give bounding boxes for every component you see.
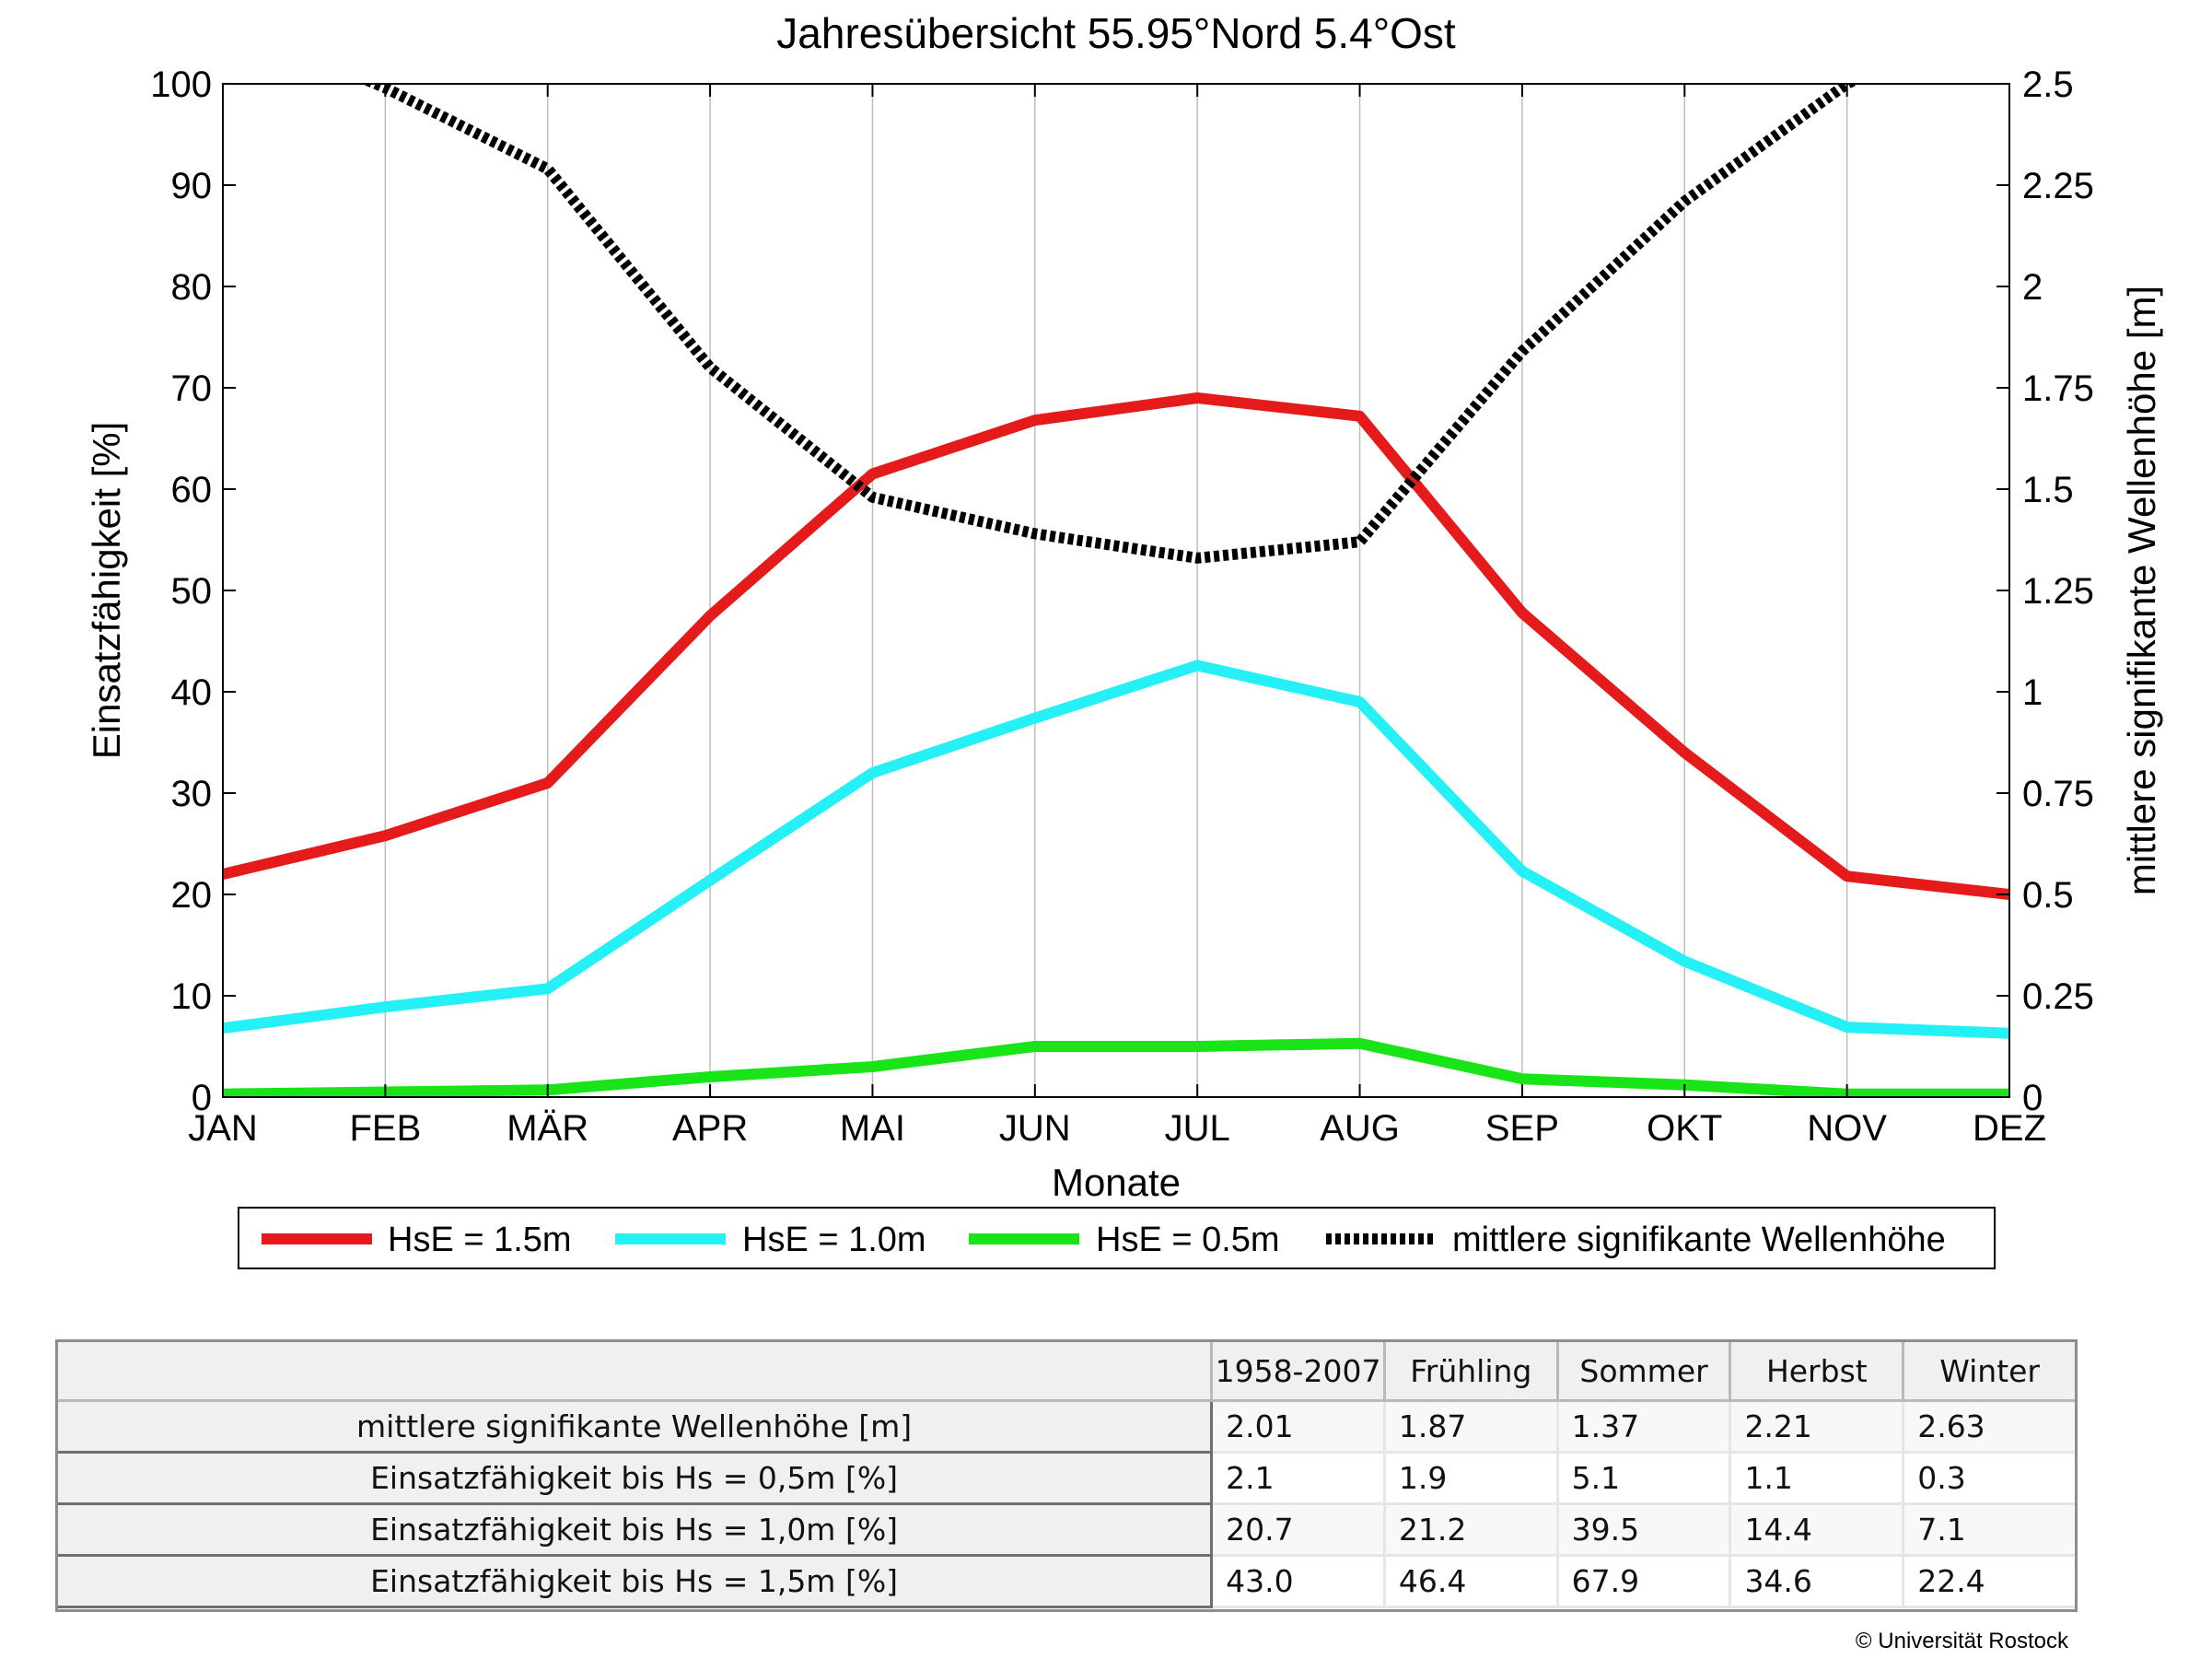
table-row-label: mittlere signifikante Wellenhöhe [m] (54, 1399, 1214, 1454)
x-tick-label: APR (672, 1108, 748, 1149)
legend-label-hse-15: HsE = 1.5m (388, 1221, 572, 1259)
y-tick-label: 30 (171, 774, 213, 814)
legend: HsE = 1.5m HsE = 1.0m HsE = 0.5m mittler… (238, 1207, 1996, 1269)
y-tick-label: 90 (171, 166, 213, 206)
table-header-row: 1958-2007 Frühling Sommer Herbst Winter (54, 1339, 2078, 1402)
y-tick-label: 40 (171, 672, 213, 713)
x-tick-label: JUL (1165, 1108, 1230, 1149)
table-cell: 1.87 (1382, 1399, 1559, 1454)
table-cell: 2.21 (1729, 1399, 1905, 1454)
y2-tick-label: 0.25 (2022, 976, 2094, 1017)
axis-ticks: JAN FEB MÄR APR MAI JUN JUL AUG SEP OKT NOV DEZ0102… (150, 64, 2094, 1149)
series-line-0 (223, 392, 2009, 900)
series-lines (223, 84, 2009, 1097)
legend-label-hse-05: HsE = 0.5m (1096, 1221, 1280, 1259)
y-tick-label: 50 (171, 571, 213, 612)
chart-title: Jahresübersicht 55.95°Nord 5.4°Ost (776, 9, 1456, 57)
y-tick-label: 70 (171, 368, 213, 409)
table-cell: 7.1 (1902, 1502, 2078, 1557)
series-line-1 (223, 660, 2009, 1039)
table-row-label: Einsatzfähigkeit bis Hs = 1,0m [%] (54, 1502, 1214, 1557)
y2-tick-label: 0.75 (2022, 774, 2094, 814)
table-cell: 43.0 (1210, 1554, 1386, 1608)
y-tick-label: 80 (171, 267, 213, 308)
table-row: Einsatzfähigkeit bis Hs = 1,5m [%] 43.0 … (54, 1554, 2078, 1608)
table-cell: 21.2 (1382, 1502, 1559, 1557)
y-tick-label: 20 (171, 875, 213, 916)
y2-tick-label: 1.75 (2022, 368, 2094, 409)
table-cell: 1.37 (1555, 1399, 1732, 1454)
y-tick-label: 100 (150, 64, 212, 105)
table-cell: 67.9 (1555, 1554, 1732, 1608)
legend-label-hse-10: HsE = 1.0m (742, 1221, 926, 1259)
y2-tick-label: 1 (2022, 672, 2043, 713)
table-cell: 34.6 (1729, 1554, 1905, 1608)
table-row-label: Einsatzfähigkeit bis Hs = 0,5m [%] (54, 1451, 1214, 1505)
table-column-header: 1958-2007 (1210, 1339, 1386, 1402)
y2-tick-label: 0 (2022, 1078, 2043, 1118)
y2-axis-label: mittlere signifikante Wellenhöhe [m] (2120, 286, 2163, 895)
y2-tick-label: 0.5 (2022, 875, 2074, 916)
y2-tick-label: 2.25 (2022, 166, 2094, 206)
table-cell: 1.1 (1729, 1451, 1905, 1505)
table-row: Einsatzfähigkeit bis Hs = 1,0m [%] 20.7 … (54, 1502, 2078, 1557)
table-cell: 2.63 (1902, 1399, 2078, 1454)
table-row-label: Einsatzfähigkeit bis Hs = 1,5m [%] (54, 1554, 1214, 1608)
table-cell: 22.4 (1902, 1554, 2078, 1608)
x-tick-label: SEP (1485, 1108, 1559, 1149)
table-column-header: Sommer (1555, 1339, 1732, 1402)
table-column-header: Herbst (1729, 1339, 1905, 1402)
x-tick-label: DEZ (1973, 1108, 2046, 1149)
table-corner-cell (54, 1339, 1214, 1402)
table-column-header: Winter (1902, 1339, 2078, 1402)
plot-area (223, 84, 2009, 1097)
table-cell: 2.1 (1210, 1451, 1386, 1505)
y-axis-label: Einsatzfähigkeit [%] (85, 422, 128, 760)
y2-tick-label: 1.5 (2022, 470, 2074, 510)
grid-lines (384, 84, 1848, 1097)
series-line-2 (223, 1037, 2009, 1097)
table-cell: 14.4 (1729, 1502, 1905, 1557)
legend-box (238, 1207, 1996, 1269)
x-tick-label: MAI (840, 1108, 905, 1149)
y2-tick-label: 2 (2022, 267, 2043, 308)
series-line-3 (361, 84, 1860, 564)
table-row: Einsatzfähigkeit bis Hs = 0,5m [%] 2.1 1… (54, 1451, 2078, 1505)
y2-tick-label: 1.25 (2022, 571, 2094, 612)
x-tick-label: OKT (1647, 1108, 1722, 1149)
x-axis-label: Monate (1052, 1161, 1181, 1204)
copyright-notice: © Universität Rostock (1855, 1629, 2068, 1653)
x-tick-label: MÄR (506, 1108, 588, 1149)
table-cell: 1.9 (1382, 1451, 1559, 1505)
statistics-table: 1958-2007 Frühling Sommer Herbst Winter … (54, 1339, 2078, 1608)
table-cell: 2.01 (1210, 1399, 1386, 1454)
table-cell: 39.5 (1555, 1502, 1732, 1557)
x-tick-label: JAN (188, 1108, 258, 1149)
y2-tick-label: 2.5 (2022, 64, 2074, 105)
y-tick-label: 10 (171, 976, 213, 1017)
table-row: mittlere signifikante Wellenhöhe [m] 2.0… (54, 1399, 2078, 1454)
table-cell: 5.1 (1555, 1451, 1732, 1505)
legend-label-wave-height: mittlere signifikante Wellenhöhe (1452, 1221, 1946, 1259)
x-tick-label: FEB (349, 1108, 421, 1149)
y-tick-label: 60 (171, 470, 213, 510)
chart: Jahresübersicht 55.95°Nord 5.4°Ost JAN FE… (85, 9, 2163, 1269)
table-cell: 0.3 (1902, 1451, 2078, 1505)
table-cell: 46.4 (1382, 1554, 1559, 1608)
x-tick-label: JUN (999, 1108, 1071, 1149)
y-tick-label: 0 (192, 1078, 212, 1118)
x-tick-label: NOV (1807, 1108, 1887, 1149)
x-tick-label: AUG (1320, 1108, 1400, 1149)
table-column-header: Frühling (1382, 1339, 1559, 1402)
table-cell: 20.7 (1210, 1502, 1386, 1557)
